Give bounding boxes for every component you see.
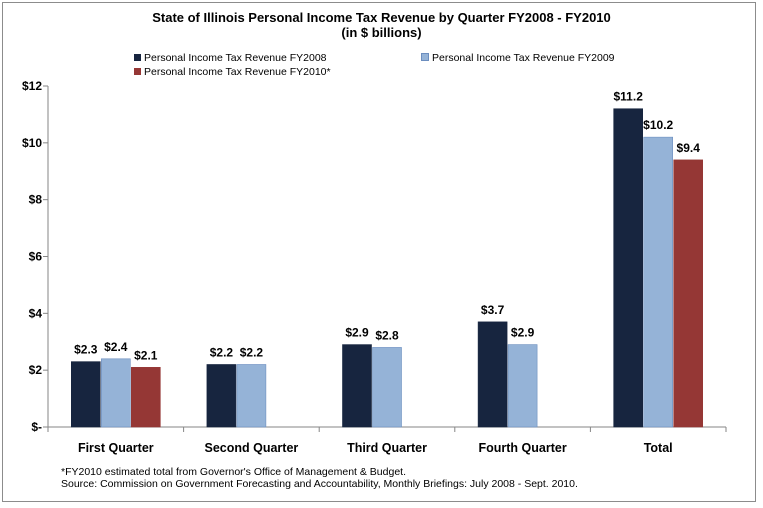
data-label: $9.4 [677,141,701,155]
data-label: $2.2 [240,345,264,359]
y-tick-label: $12 [22,79,42,93]
footnote-source: Source: Commission on Government Forecas… [61,478,578,490]
data-label: $2.1 [134,348,158,362]
legend-label-fy2008: Personal Income Tax Revenue FY2008 [144,52,327,64]
bar [477,321,508,428]
data-label: $2.3 [74,343,98,357]
data-label: $3.7 [481,303,505,317]
legend-label-fy2010: Personal Income Tax Revenue FY2010* [144,66,331,78]
footnote: *FY2010 estimated total from Governor's … [61,466,578,490]
data-label: $2.4 [104,340,128,354]
bar [71,361,101,428]
bar [131,367,161,428]
x-tick-label: First Quarter [78,441,154,455]
data-label: $2.8 [375,328,399,342]
legend-swatch-fy2009 [421,53,429,61]
chart-labels: $2.3 $2.2 $2.9 $3.7 $11.2 $2.4 $2.2 $2.8 $2.9 $10… [74,90,700,363]
bar [372,347,402,428]
data-label: $2.9 [511,326,535,340]
chart-bars [71,108,704,428]
legend-label-fy2009: Personal Income Tax Revenue FY2009 [432,52,615,64]
y-tick-label: $4 [29,306,43,320]
y-tick-label: $2 [29,363,43,377]
legend-item-fy2008: Personal Income Tax Revenue FY2008 [134,52,327,64]
bar [101,358,131,428]
bar [643,136,674,428]
y-tick-label: $6 [29,250,43,264]
y-tick-label: $- [31,420,42,434]
data-label: $2.2 [210,345,234,359]
legend-swatch-fy2010 [134,68,141,75]
data-label: $11.2 [614,90,644,104]
chart-title: State of Illinois Personal Income Tax Re… [152,10,611,25]
bar [236,364,267,428]
bar [673,159,704,428]
legend-item-fy2010: Personal Income Tax Revenue FY2010* [134,66,331,78]
x-tick-label: Third Quarter [347,441,427,455]
y-tick-label: $10 [22,136,42,150]
bar [206,364,237,428]
x-tick-label: Total [644,441,673,455]
footnote-note: *FY2010 estimated total from Governor's … [61,466,406,478]
bar [507,344,538,428]
legend-item-fy2009: Personal Income Tax Revenue FY2009 [421,52,615,64]
x-tick-label: Second Quarter [205,441,299,455]
data-label: $10.2 [643,118,673,132]
bar [613,108,644,428]
x-tick-label: Fourth Quarter [478,441,566,455]
legend-swatch-fy2008 [134,54,141,61]
bar [342,344,372,428]
data-label: $2.9 [345,326,369,340]
y-tick-label: $8 [29,193,43,207]
chart-subtitle: (in $ billions) [341,25,422,40]
